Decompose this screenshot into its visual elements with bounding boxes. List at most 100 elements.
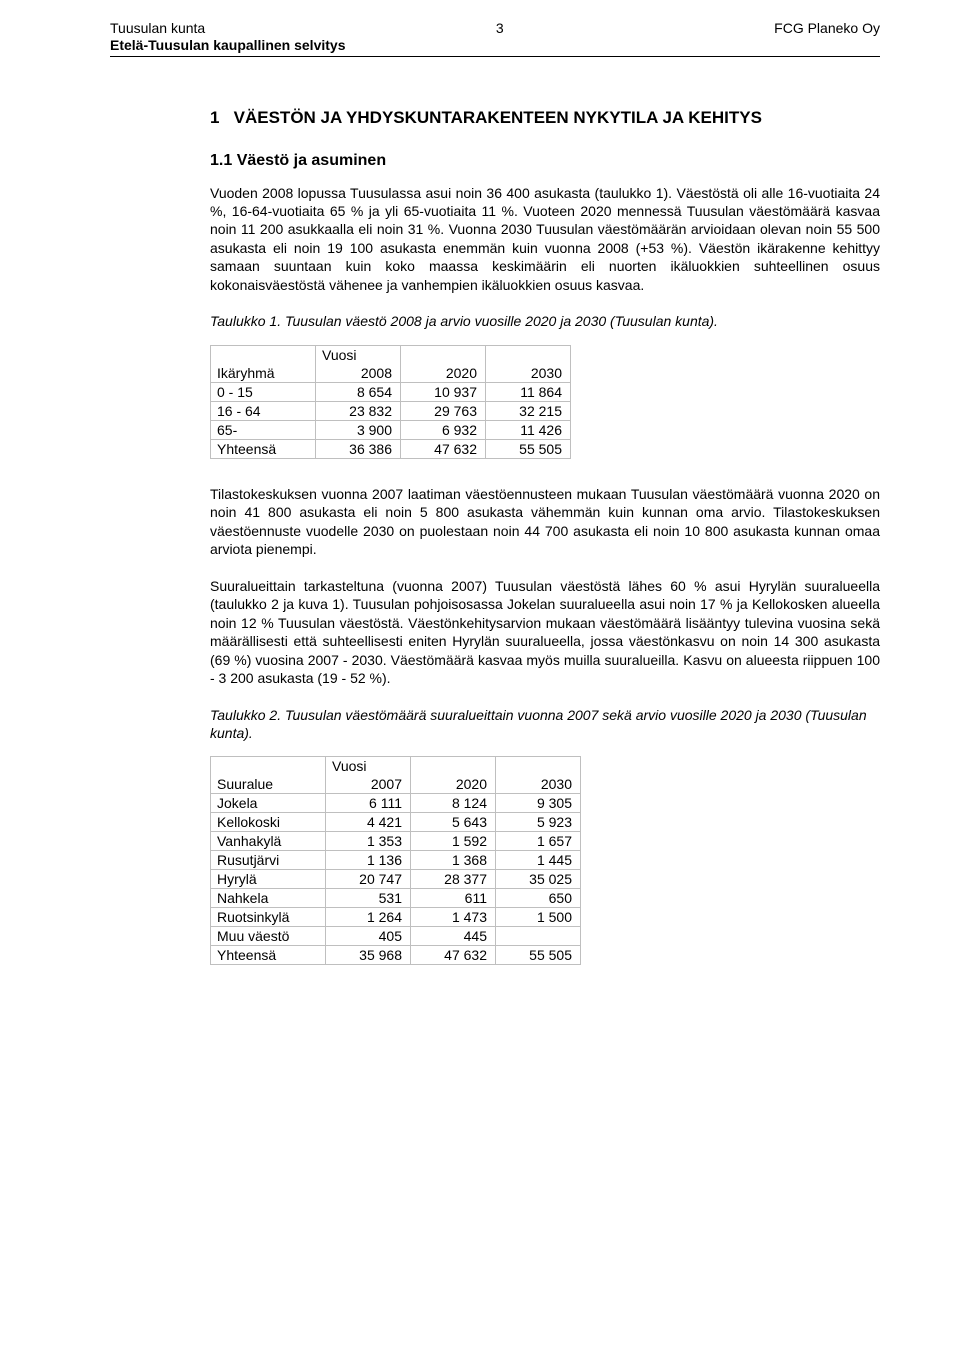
table-cell: 1 592: [411, 832, 496, 851]
table-row-label: Yhteensä: [211, 439, 316, 458]
table-blank: [486, 345, 571, 364]
header-right: FCG Planeko Oy: [774, 20, 880, 54]
table-cell: 55 505: [486, 439, 571, 458]
table-row: Vanhakylä1 3531 5921 657: [211, 832, 581, 851]
table-cell: 1 368: [411, 851, 496, 870]
table-cell: [496, 927, 581, 946]
table-row: Nahkela531611650: [211, 889, 581, 908]
header-left: Tuusulan kunta Etelä-Tuusulan kaupalline…: [110, 20, 345, 54]
table-cell: 23 832: [316, 401, 401, 420]
table-blank: [411, 757, 496, 776]
page-header: Tuusulan kunta Etelä-Tuusulan kaupalline…: [110, 20, 880, 54]
table-row: Kellokoski4 4215 6435 923: [211, 813, 581, 832]
page: Tuusulan kunta Etelä-Tuusulan kaupalline…: [0, 0, 960, 1031]
table-row: Rusutjärvi1 1361 3681 445: [211, 851, 581, 870]
table-cell: 11 864: [486, 382, 571, 401]
table-row: Yhteensä36 38647 63255 505: [211, 439, 571, 458]
table-cell: 1 136: [326, 851, 411, 870]
table-cell: 3 900: [316, 420, 401, 439]
table-row-header: Suuralue: [211, 775, 326, 794]
table-row: Muu väestö405445: [211, 927, 581, 946]
subsection-title-text: Väestö ja asuminen: [237, 152, 386, 169]
subsection-number: 1.1: [210, 152, 232, 169]
table-cell: 47 632: [401, 439, 486, 458]
table-row-label: Rusutjärvi: [211, 851, 326, 870]
table-cell: 4 421: [326, 813, 411, 832]
table-cell: 35 025: [496, 870, 581, 889]
table-cell: 10 937: [401, 382, 486, 401]
table-year-header: 2020: [411, 775, 496, 794]
table-row-label: Yhteensä: [211, 946, 326, 965]
table-year-header: 2030: [486, 364, 571, 383]
table-cell: 6 932: [401, 420, 486, 439]
table-cell: 1 445: [496, 851, 581, 870]
table-row-label: 65-: [211, 420, 316, 439]
table-cell: 55 505: [496, 946, 581, 965]
table-cell: 8 124: [411, 794, 496, 813]
table-cell: 6 111: [326, 794, 411, 813]
table-cell: 1 657: [496, 832, 581, 851]
table-cell: 36 386: [316, 439, 401, 458]
table-row: 65-3 9006 93211 426: [211, 420, 571, 439]
table-vuosi-label: Vuosi: [326, 757, 411, 776]
table-cell: 11 426: [486, 420, 571, 439]
table-cell: 29 763: [401, 401, 486, 420]
table-cell: 1 353: [326, 832, 411, 851]
content: 1 VÄESTÖN JA YHDYSKUNTARAKENTEEN NYKYTIL…: [210, 107, 880, 966]
table-row-label: Ruotsinkylä: [211, 908, 326, 927]
section-title: 1 VÄESTÖN JA YHDYSKUNTARAKENTEEN NYKYTIL…: [210, 107, 880, 130]
table-row: Hyrylä20 74728 37735 025: [211, 870, 581, 889]
table-2: VuosiSuuralue200720202030Jokela6 1118 12…: [210, 756, 581, 965]
paragraph-1: Vuoden 2008 lopussa Tuusulassa asui noin…: [210, 184, 880, 295]
table-row: Ruotsinkylä1 2641 4731 500: [211, 908, 581, 927]
subsection-title: 1.1 Väestö ja asuminen: [210, 152, 880, 170]
table-cell: 1 473: [411, 908, 496, 927]
table-cell: 531: [326, 889, 411, 908]
table-row: 16 - 6423 83229 76332 215: [211, 401, 571, 420]
table-year-header: 2020: [401, 364, 486, 383]
table-cell: 1 264: [326, 908, 411, 927]
table-cell: 28 377: [411, 870, 496, 889]
table-vuosi-label: Vuosi: [316, 345, 401, 364]
header-left-line2: Etelä-Tuusulan kaupallinen selvitys: [110, 37, 345, 54]
table-row-label: Jokela: [211, 794, 326, 813]
table-year-header: 2008: [316, 364, 401, 383]
table-cell: 611: [411, 889, 496, 908]
table-row: Jokela6 1118 1249 305: [211, 794, 581, 813]
table-row-label: Vanhakylä: [211, 832, 326, 851]
table2-caption: Taulukko 2. Tuusulan väestömäärä suuralu…: [210, 706, 880, 743]
table-row-label: Hyrylä: [211, 870, 326, 889]
table-row-label: Nahkela: [211, 889, 326, 908]
table-cell: 405: [326, 927, 411, 946]
paragraph-2: Tilastokeskuksen vuonna 2007 laatiman vä…: [210, 485, 880, 559]
section-number: 1: [210, 108, 219, 127]
table-cell: 5 923: [496, 813, 581, 832]
table-row: 0 - 158 65410 93711 864: [211, 382, 571, 401]
table1-caption: Taulukko 1. Tuusulan väestö 2008 ja arvi…: [210, 312, 880, 330]
table-cell: 47 632: [411, 946, 496, 965]
table-row-label: Muu väestö: [211, 927, 326, 946]
table-row-label: 16 - 64: [211, 401, 316, 420]
section-title-text: VÄESTÖN JA YHDYSKUNTARAKENTEEN NYKYTILA …: [234, 108, 762, 127]
table-cell: 35 968: [326, 946, 411, 965]
table-corner-blank: [211, 757, 326, 776]
header-divider: [110, 56, 880, 57]
table-cell: 8 654: [316, 382, 401, 401]
table-cell: 445: [411, 927, 496, 946]
table-year-header: 2030: [496, 775, 581, 794]
table-year-header: 2007: [326, 775, 411, 794]
table-row: Yhteensä35 96847 63255 505: [211, 946, 581, 965]
table-cell: 20 747: [326, 870, 411, 889]
table-cell: 5 643: [411, 813, 496, 832]
table-row-label: 0 - 15: [211, 382, 316, 401]
table-cell: 9 305: [496, 794, 581, 813]
table-cell: 32 215: [486, 401, 571, 420]
paragraph-3: Suuralueittain tarkasteltuna (vuonna 200…: [210, 577, 880, 688]
table-blank: [401, 345, 486, 364]
page-number: 3: [496, 20, 504, 54]
table-blank: [496, 757, 581, 776]
table-1: VuosiIkäryhmä2008202020300 - 158 65410 9…: [210, 345, 571, 459]
header-left-line1: Tuusulan kunta: [110, 20, 345, 37]
table-cell: 650: [496, 889, 581, 908]
table-cell: 1 500: [496, 908, 581, 927]
